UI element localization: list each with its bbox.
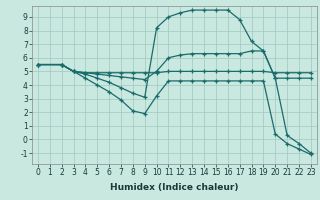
X-axis label: Humidex (Indice chaleur): Humidex (Indice chaleur) <box>110 183 239 192</box>
